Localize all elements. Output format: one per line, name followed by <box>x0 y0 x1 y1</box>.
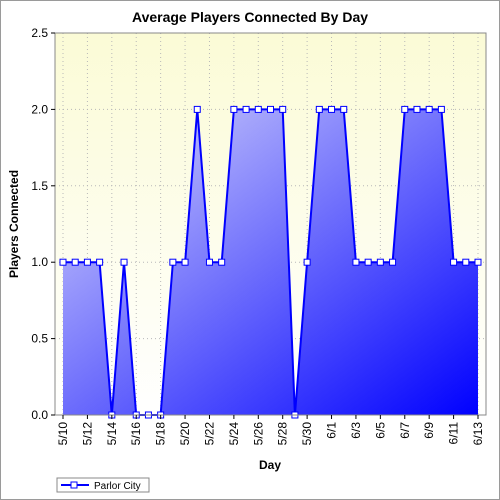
data-point <box>230 105 238 113</box>
data-point <box>254 105 262 113</box>
x-axis-ticks: 5/10 5/12 5/14 5/16 5/18 5/20 5/22 5/24 5/26 5/28… <box>56 415 485 445</box>
data-point <box>474 258 482 266</box>
data-point <box>340 105 348 113</box>
data-point <box>376 258 384 266</box>
x-tick-label: 5/12 <box>80 422 94 446</box>
x-tick-label: 5/26 <box>251 422 265 446</box>
data-point <box>242 105 250 113</box>
legend-marker <box>70 481 78 489</box>
legend: Parlor City <box>56 477 150 493</box>
x-axis-title: Day <box>259 458 281 472</box>
y-tick-label: 0.0 <box>31 408 48 422</box>
x-tick-label: 6/5 <box>373 422 387 439</box>
data-point <box>437 105 445 113</box>
data-point <box>205 258 213 266</box>
data-point <box>303 258 311 266</box>
x-tick-label: 6/13 <box>471 422 485 446</box>
data-point <box>352 258 360 266</box>
data-point <box>181 258 189 266</box>
y-tick-label: 0.5 <box>31 332 48 346</box>
data-point <box>401 105 409 113</box>
data-point <box>279 105 287 113</box>
data-point <box>59 258 67 266</box>
y-tick-label: 1.0 <box>31 255 48 269</box>
data-point <box>193 105 201 113</box>
x-tick-label: 5/18 <box>154 422 168 446</box>
data-point <box>425 105 433 113</box>
legend-label: Parlor City <box>94 481 141 492</box>
data-point <box>169 258 177 266</box>
x-tick-label: 5/24 <box>227 422 241 446</box>
data-point <box>218 258 226 266</box>
x-tick-label: 5/20 <box>178 422 192 446</box>
x-tick-label: 6/9 <box>422 422 436 439</box>
x-tick-label: 6/7 <box>398 422 412 439</box>
data-point <box>83 258 91 266</box>
x-tick-label: 5/30 <box>300 422 314 446</box>
data-point <box>364 258 372 266</box>
x-tick-label: 6/11 <box>447 422 461 445</box>
y-tick-label: 2.5 <box>31 26 48 40</box>
chart-title: Average Players Connected By Day <box>132 9 368 25</box>
y-axis-title: Players Connected <box>7 170 21 278</box>
x-tick-label: 5/22 <box>202 422 216 446</box>
data-point <box>450 258 458 266</box>
data-point <box>267 105 274 113</box>
data-point <box>328 105 336 113</box>
data-point <box>413 105 421 113</box>
data-point <box>315 105 323 113</box>
y-tick-label: 1.5 <box>31 179 48 193</box>
x-tick-label: 6/3 <box>349 422 363 439</box>
x-tick-label: 5/16 <box>129 422 143 446</box>
data-point <box>96 258 104 266</box>
x-tick-label: 5/14 <box>105 422 119 446</box>
x-tick-label: 6/1 <box>325 422 339 439</box>
legend-box <box>56 477 150 493</box>
y-axis-ticks: 0.0 0.5 1.0 1.5 2.0 2.5 <box>31 26 55 422</box>
plot-border <box>54 32 487 416</box>
x-tick-label: 5/28 <box>276 422 290 446</box>
data-point <box>462 258 470 266</box>
y-tick-label: 2.0 <box>31 102 48 116</box>
data-point <box>389 258 397 266</box>
data-point <box>71 258 79 266</box>
data-point <box>120 258 128 266</box>
x-tick-label: 5/10 <box>56 422 70 446</box>
